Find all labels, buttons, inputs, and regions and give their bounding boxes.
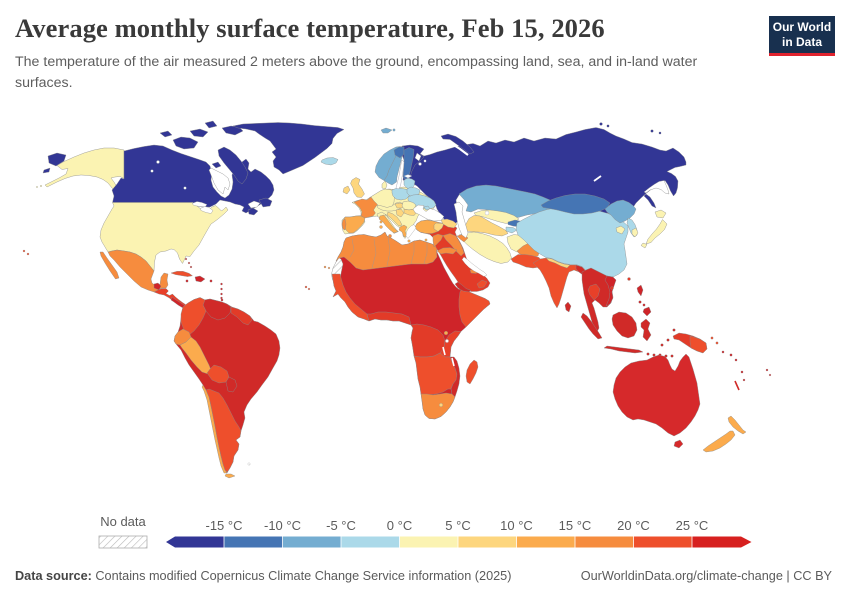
svg-text:0 °C: 0 °C (387, 518, 412, 533)
svg-text:-5 °C: -5 °C (326, 518, 356, 533)
svg-text:20 °C: 20 °C (617, 518, 650, 533)
svg-text:15 °C: 15 °C (559, 518, 592, 533)
svg-text:10 °C: 10 °C (500, 518, 533, 533)
svg-text:-10 °C: -10 °C (264, 518, 301, 533)
svg-text:5 °C: 5 °C (445, 518, 470, 533)
svg-text:-15 °C: -15 °C (206, 518, 243, 533)
svg-text:25 °C: 25 °C (676, 518, 709, 533)
